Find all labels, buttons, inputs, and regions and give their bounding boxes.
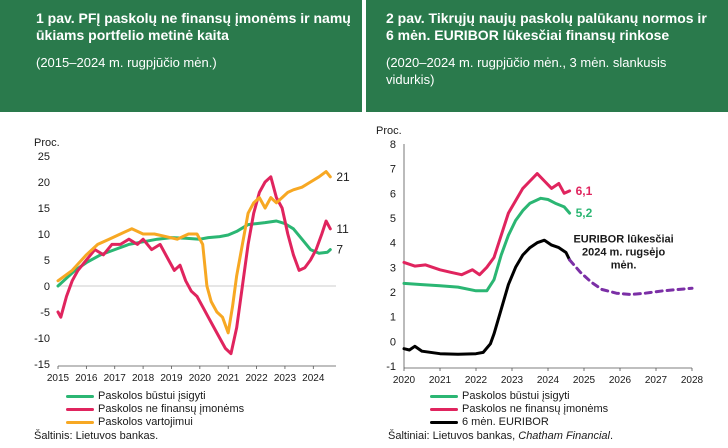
x-tick-label: 2015 — [47, 373, 70, 384]
x-tick-label: 2023 — [501, 375, 524, 386]
euribor-annotation-line: 2024 m. rugsėjo — [582, 247, 665, 259]
legend-label-business: Paskolos ne finansų įmonėms — [98, 403, 245, 415]
x-tick-label: 2017 — [104, 373, 127, 384]
right-legend: Paskolos būstui įsigyti Paskolos ne fina… — [430, 390, 608, 429]
legend-swatch-r-euribor — [430, 421, 458, 424]
y-tick-label: 5 — [390, 213, 396, 225]
y-tick-label: -1 — [386, 361, 396, 373]
right-header: 2 pav. Tikrųjų naujų paskolų palūkanų no… — [366, 0, 728, 112]
y-tick-label: 3 — [390, 262, 396, 274]
end-label-business: 11 — [336, 222, 349, 236]
left-chart: Proc. -15 -10 -5 0 5 10 15 20 25 2015 2016 2017 2018 2… — [34, 137, 350, 384]
left-source: Šaltinis: Lietuvos bankas. — [34, 430, 159, 442]
x-tick-label: 2026 — [609, 375, 632, 386]
right-source-italic: Chatham Financial — [518, 430, 610, 442]
legend-label-r-business: Paskolos ne finansų įmonėms — [462, 403, 609, 415]
left-header: 1 pav. PFĮ paskolų ne finansų įmonėms ir… — [0, 0, 362, 112]
y-tick-label: 8 — [390, 139, 396, 151]
x-tick-label: 2016 — [75, 373, 98, 384]
legend-item-consumer: Paskolos vartojimui — [66, 416, 244, 429]
legend-label-housing: Paskolos būstui įsigyti — [98, 390, 206, 402]
legend-swatch-consumer — [66, 421, 94, 424]
series-line-business — [56, 175, 332, 356]
y-axis-label: Proc. — [376, 125, 402, 137]
y-tick-label: 0 — [390, 336, 396, 348]
left-panel: 1 pav. PFĮ paskolų ne finansų įmonėms ir… — [0, 0, 362, 442]
legend-item-r-housing: Paskolos būstui įsigyti — [430, 390, 608, 403]
legend-label-r-housing: Paskolos būstui įsigyti — [462, 390, 570, 402]
x-tick-label: 2025 — [573, 375, 596, 386]
right-source-suffix: . — [609, 430, 614, 442]
legend-swatch-r-housing — [430, 395, 458, 398]
y-tick-label: 1 — [390, 312, 396, 324]
legend-item-r-business: Paskolos ne finansų įmonėms — [430, 403, 608, 416]
legend-item-housing: Paskolos būstui įsigyti — [66, 390, 244, 403]
y-tick-label: 25 — [38, 151, 50, 163]
y-tick-label: 2 — [390, 287, 396, 299]
end-label-housing: 5,2 — [576, 206, 593, 220]
y-tick-label: -15 — [34, 359, 50, 371]
legend-swatch-housing — [66, 395, 94, 398]
legend-swatch-r-business — [430, 408, 458, 411]
right-subtitle: (2020–2024 m. rugpjūčio mėn., 3 mėn. sla… — [386, 55, 667, 87]
y-tick-label: 5 — [44, 255, 50, 267]
x-tick-label: 2024 — [537, 375, 560, 386]
series-line-consumer — [56, 170, 332, 335]
y-tick-label: -10 — [34, 333, 50, 345]
x-tick-label: 2024 — [302, 373, 325, 384]
right-panel: 2 pav. Tikrųjų naujų paskolų palūkanų no… — [366, 0, 728, 442]
y-tick-label: 7 — [390, 164, 396, 176]
y-axis-label: Proc. — [34, 137, 60, 149]
x-tick-label: 2019 — [160, 373, 183, 384]
legend-item-business: Paskolos ne finansų įmonėms — [66, 403, 244, 416]
y-tick-label: 4 — [390, 238, 396, 250]
y-tick-label: 6 — [390, 188, 396, 200]
y-tick-label: 0 — [44, 281, 50, 293]
y-tick-label: -5 — [40, 307, 50, 319]
x-tick-label: 2028 — [681, 375, 704, 386]
y-tick-label: 15 — [38, 203, 50, 215]
legend-label-consumer: Paskolos vartojimui — [98, 416, 193, 428]
left-subtitle: (2015–2024 m. rugpjūčio mėn.) — [36, 55, 217, 70]
left-legend: Paskolos būstui įsigyti Paskolos ne fina… — [66, 390, 244, 429]
legend-item-r-euribor: 6 mėn. EURIBOR — [430, 416, 608, 429]
right-chart: Proc. -1 0 1 2 3 4 5 6 7 8 2020 2021 2022 2023 2024 2025… — [376, 125, 704, 386]
series-line-housing — [402, 196, 572, 293]
right-source: Šaltiniai: Lietuvos bankas, Chatham Fina… — [388, 430, 613, 442]
x-tick-label: 2018 — [132, 373, 155, 384]
x-tick-label: 2023 — [274, 373, 297, 384]
right-title: 2 pav. Tikrųjų naujų paskolų palūkanų no… — [386, 10, 707, 43]
x-tick-label: 2021 — [217, 373, 240, 384]
x-tick-label: 2021 — [429, 375, 452, 386]
x-tick-label: 2022 — [465, 375, 488, 386]
legend-label-r-euribor: 6 mėn. EURIBOR — [462, 416, 549, 428]
euribor-annotation-line: EURIBOR lūkesčiai — [573, 234, 673, 246]
series-line-business — [402, 172, 572, 277]
x-tick-label: 2020 — [393, 375, 416, 386]
right-source-prefix: Šaltiniai: Lietuvos bankas, — [388, 430, 519, 442]
series-line-expectation — [568, 258, 694, 296]
end-label-business: 6,1 — [576, 184, 593, 198]
end-label-consumer: 21 — [336, 170, 350, 184]
x-tick-label: 2022 — [245, 373, 268, 384]
y-tick-label: 10 — [38, 229, 50, 241]
x-tick-label: 2020 — [189, 373, 212, 384]
left-title: 1 pav. PFĮ paskolų ne finansų įmonėms ir… — [36, 10, 351, 43]
y-tick-label: 20 — [38, 177, 50, 189]
legend-swatch-business — [66, 408, 94, 411]
end-label-housing: 7 — [336, 243, 343, 257]
series-line-euribor — [402, 238, 572, 356]
x-tick-label: 2027 — [645, 375, 668, 386]
euribor-annotation-line: mėn. — [611, 260, 637, 272]
